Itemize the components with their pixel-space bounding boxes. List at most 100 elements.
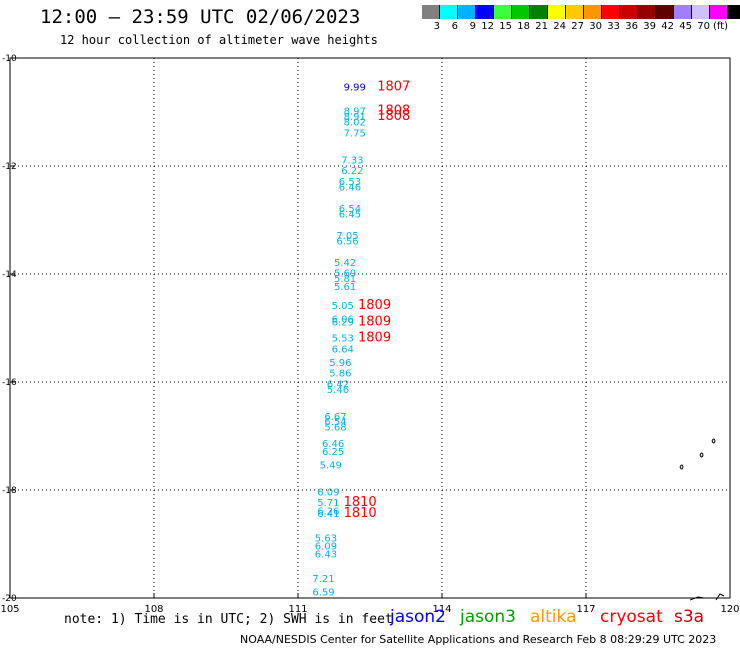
wave-height-label: 5.81: [334, 274, 356, 285]
legend-tick-label: 15: [499, 21, 512, 32]
sat-jason3: jason3: [460, 607, 516, 627]
time-stamp-label: 1810: [344, 506, 377, 521]
x-tick-label: 120: [720, 604, 739, 615]
y-tick-label: -10: [2, 54, 17, 64]
x-tick-label: 108: [144, 604, 163, 615]
wave-height-label: 6.09: [315, 541, 337, 552]
chart-subtitle: 12 hour collection of altimeter wave hei…: [60, 33, 378, 47]
wave-height-label: 5.68: [324, 423, 346, 434]
legend-swatch: [458, 5, 476, 19]
wave-height-label: 6.54: [339, 204, 361, 215]
wave-height-label: 6.53: [339, 177, 361, 188]
chart-title: 12:00 — 23:59 UTC 02/06/2023: [40, 6, 361, 28]
sat-jason2: jason2: [390, 607, 446, 627]
legend-tick-label: 9: [469, 21, 476, 32]
legend-tick-label: 36: [625, 21, 638, 32]
wave-height-label: 6.46: [322, 439, 344, 450]
legend-swatch: [656, 5, 674, 19]
island-outline: [711, 438, 716, 444]
y-tick-label: -18: [2, 486, 17, 496]
legend-tick-label: 42: [661, 21, 674, 32]
legend-swatch: [440, 5, 458, 19]
legend-swatch: [674, 5, 692, 19]
wave-height-label: 6.56: [336, 236, 358, 247]
time-stamp-label: 1808: [377, 104, 410, 119]
coastline-fragment: [715, 593, 725, 601]
time-stamp-label: 1810: [344, 495, 377, 510]
color-scale-legend: 3 6 9 12 15 18 21 24 27 30 33 36 39 42 45 70 (ft): [422, 5, 740, 32]
legend-swatch: [602, 5, 620, 19]
legend-swatch: [512, 5, 530, 19]
legend-swatch: [728, 5, 740, 19]
legend-swatch: [566, 5, 584, 19]
wave-height-label: 5.61: [334, 282, 356, 293]
legend-tick-label: 18: [517, 21, 530, 32]
wave-height-label: 6.25: [322, 447, 344, 458]
island-outline: [699, 452, 704, 458]
wave-height-label: 5.05: [332, 301, 354, 312]
wave-height-label: 6.26: [317, 506, 339, 517]
y-tick-label: -20: [2, 594, 17, 604]
wave-height-label: 7.21: [312, 574, 334, 585]
island-outline: [679, 464, 684, 470]
wave-height-label: 5.96: [329, 358, 351, 369]
legend-swatch: [692, 5, 710, 19]
wave-height-label: 5.42: [334, 258, 356, 269]
coastline-fragment: [689, 596, 705, 601]
time-stamp-label: 1809: [358, 331, 391, 346]
x-tick-label: 117: [576, 604, 595, 615]
wave-height-label: 8.91: [344, 112, 366, 123]
wave-height-label: 5.46: [327, 385, 349, 396]
y-tick-label: -14: [2, 270, 17, 280]
legend-swatch: [548, 5, 566, 19]
wave-height-label: 6.46: [339, 182, 361, 193]
wave-height-label: 6.06: [332, 315, 354, 326]
wave-height-label: 6.09: [317, 487, 339, 498]
legend-tick-label: (ft): [713, 21, 729, 32]
wave-height-label: 6.67: [324, 412, 346, 423]
legend-tick-label: 30: [589, 21, 602, 32]
wave-height-label: 6.64: [332, 344, 354, 355]
wave-height-label: 7.33: [341, 155, 363, 166]
footer-credit: NOAA/NESDIS Center for Satellite Applica…: [240, 633, 717, 646]
legend-tick-label: 6: [451, 21, 458, 32]
legend-swatch: [494, 5, 512, 19]
legend-tick-label: 39: [643, 21, 656, 32]
legend-swatch: [476, 5, 494, 19]
wave-height-label: 5.69: [334, 269, 356, 280]
wave-height-label: 5.49: [320, 460, 342, 471]
wave-height-label: 6.43: [315, 550, 337, 561]
x-tick-label: 105: [0, 604, 19, 615]
wave-height-label: 8.02: [344, 118, 366, 129]
wave-height-label: 6.45: [339, 209, 361, 220]
wave-height-label: 6.54: [324, 417, 346, 428]
wave-height-label: 5.63: [315, 533, 337, 544]
wave-height-label: 5.71: [317, 498, 339, 509]
time-stamp-label: 1807: [377, 79, 410, 94]
legend-tick-label: 70: [697, 21, 710, 32]
legend-swatch: [422, 5, 440, 19]
wave-height-label: 5.86: [329, 369, 351, 380]
time-stamp-label: 1809: [358, 314, 391, 329]
wave-height-label: 6.29: [332, 317, 354, 328]
sat-s3a: s3a: [674, 607, 705, 627]
footer-note: note: 1) Time is in UTC; 2) SWH is in fe…: [64, 612, 393, 627]
legend-swatch: [530, 5, 548, 19]
wave-height-label: 6.41: [317, 509, 339, 520]
time-stamp-label: 1808: [377, 109, 410, 124]
legend-swatches: [422, 5, 740, 19]
wave-height-label: 9.99: [344, 82, 366, 93]
wave-height-label: 5.53: [332, 334, 354, 345]
legend-tick-label: 21: [535, 21, 548, 32]
legend-tick-label: 33: [607, 21, 620, 32]
legend-ticks: 3 6 9 12 15 18 21 24 27 30 33 36 39 42 45 70 (ft): [422, 21, 740, 32]
y-tick-label: -12: [2, 162, 17, 172]
y-tick-label: -16: [2, 378, 17, 388]
wave-height-label: 7.75: [344, 128, 366, 139]
sat-altika: altika: [530, 607, 577, 627]
x-tick-label: 114: [432, 604, 451, 615]
legend-swatch: [710, 5, 728, 19]
sat-cryosat: cryosat: [600, 607, 663, 627]
legend-swatch: [584, 5, 602, 19]
